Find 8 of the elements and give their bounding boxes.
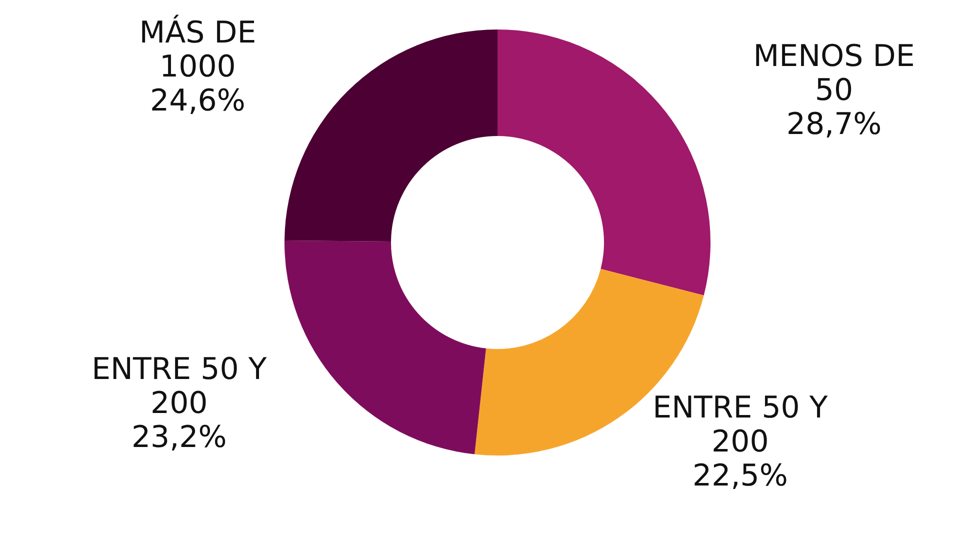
data-label: 28,7%	[786, 107, 882, 142]
slice-label: MÁS DE 1000	[139, 14, 256, 84]
slice-label: MENOS DE 50	[753, 39, 915, 108]
data-label: 23,2%	[131, 420, 227, 456]
slice-label: ENTRE 50 Y 200	[92, 352, 268, 422]
data-label: 22,5%	[692, 458, 788, 494]
slice-label: ENTRE 50 Y 200	[652, 390, 828, 460]
data-label: 24,6%	[150, 83, 246, 118]
